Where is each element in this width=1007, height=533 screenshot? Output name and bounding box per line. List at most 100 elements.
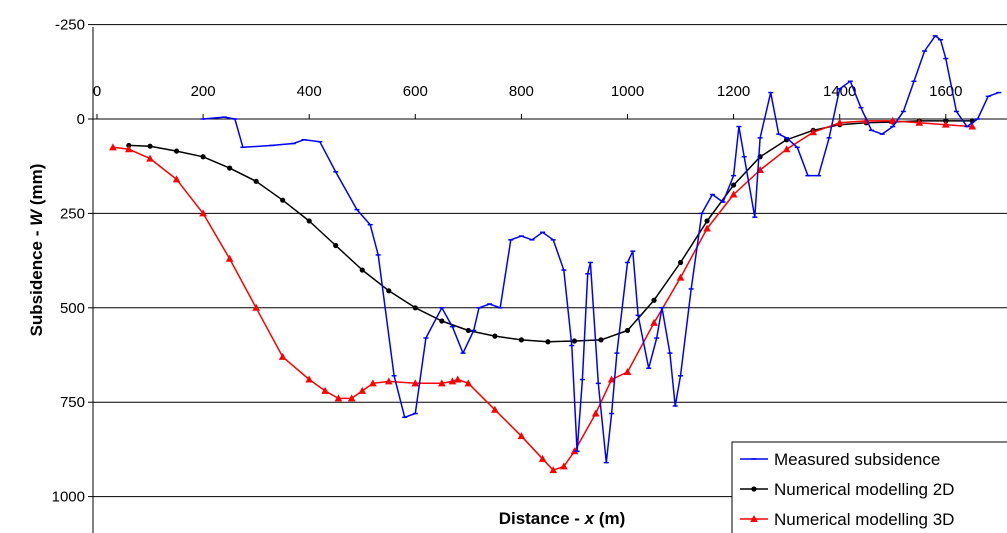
legend-entry-numerical-modelling-2d: Numerical modelling 2D <box>740 480 954 499</box>
grid-lines <box>93 24 1007 498</box>
data-point-numerical-modelling-3d <box>650 318 658 326</box>
y-tick-label: 0 <box>77 111 85 128</box>
data-point-numerical-modelling-3d <box>369 379 377 387</box>
data-point-numerical-modelling-3d <box>305 375 313 383</box>
data-point-numerical-modelling-3d <box>146 154 154 162</box>
legend-marker <box>750 515 758 522</box>
legend: Measured subsidence Numerical modelling 2… <box>731 441 1007 533</box>
data-point-numerical-modelling-2d <box>677 259 684 266</box>
data-point-numerical-modelling-3d <box>109 143 117 151</box>
data-point-numerical-modelling-2d <box>492 333 498 339</box>
data-point-numerical-modelling-3d <box>560 462 568 470</box>
data-point-numerical-modelling-3d <box>334 394 343 402</box>
data-point-numerical-modelling-3d <box>464 379 473 387</box>
y-tick-label: 500 <box>60 300 85 317</box>
x-axis-title: Distance - x (m) <box>499 509 626 528</box>
data-point-numerical-modelling-3d <box>438 379 446 387</box>
data-point-numerical-modelling-3d <box>549 466 558 474</box>
data-point-numerical-modelling-3d <box>517 432 526 440</box>
legend-entry-measured-subsidence: Measured subsidence <box>740 450 940 469</box>
data-point-numerical-modelling-2d <box>624 327 631 334</box>
data-point-numerical-modelling-3d <box>225 254 234 262</box>
data-point-numerical-modelling-3d <box>384 377 393 385</box>
data-point-numerical-modelling-3d <box>199 209 207 217</box>
data-point-numerical-modelling-3d <box>835 118 844 126</box>
data-point-numerical-modelling-2d <box>571 338 578 344</box>
legend-label: Numerical modelling 3D <box>774 510 954 529</box>
data-point-numerical-modelling-3d <box>591 409 600 417</box>
data-point-numerical-modelling-2d <box>518 337 525 343</box>
data-point-numerical-modelling-2d <box>227 165 233 171</box>
data-point-numerical-modelling-3d <box>538 454 547 462</box>
data-point-numerical-modelling-3d <box>782 145 791 153</box>
legend-label: Numerical modelling 2D <box>774 480 954 499</box>
x-tick-label: 0 <box>93 83 101 100</box>
data-point-numerical-modelling-3d <box>278 352 287 360</box>
series-measured-subsidence <box>200 35 1002 464</box>
data-point-numerical-modelling-3d <box>729 190 738 198</box>
data-point-numerical-modelling-3d <box>915 118 924 126</box>
y-axis-ticks: -250 0 250 500 750 1000 <box>52 17 93 506</box>
x-tick-label: 800 <box>509 83 534 100</box>
data-point-numerical-modelling-3d <box>358 386 367 394</box>
data-point-numerical-modelling-3d <box>888 116 897 124</box>
data-point-numerical-modelling-2d <box>598 337 604 343</box>
data-point-numerical-modelling-3d <box>703 224 711 232</box>
data-point-numerical-modelling-2d <box>731 182 737 188</box>
data-point-numerical-modelling-2d <box>545 339 551 345</box>
data-point-numerical-modelling-2d <box>147 143 153 149</box>
y-tick-label: 250 <box>60 205 85 222</box>
data-point-numerical-modelling-2d <box>359 267 365 273</box>
y-axis-title: Subsidence - W (mm) <box>27 164 46 337</box>
legend-box <box>731 441 1007 533</box>
data-point-numerical-modelling-3d <box>676 273 685 281</box>
data-point-numerical-modelling-3d <box>809 128 817 136</box>
data-point-numerical-modelling-2d <box>173 148 180 154</box>
data-point-numerical-modelling-2d <box>386 288 392 294</box>
x-axis-title-suffix: (m) <box>594 509 625 528</box>
data-point-numerical-modelling-3d <box>172 175 181 183</box>
data-point-numerical-modelling-2d <box>465 327 471 334</box>
data-point-numerical-modelling-2d <box>439 318 445 324</box>
data-point-numerical-modelling-2d <box>253 178 259 184</box>
x-tick-label: 400 <box>297 83 322 100</box>
x-tick-label: 600 <box>403 83 428 100</box>
y-tick-label: 1000 <box>52 489 85 506</box>
data-point-numerical-modelling-3d <box>607 375 616 383</box>
data-point-numerical-modelling-3d <box>448 377 457 385</box>
y-axis-title-suffix: (mm) <box>27 164 46 210</box>
data-point-numerical-modelling-2d <box>333 242 339 249</box>
data-point-numerical-modelling-3d <box>570 447 579 455</box>
data-point-numerical-modelling-3d <box>125 145 133 153</box>
data-point-numerical-modelling-3d <box>453 375 462 383</box>
y-axis-title-prefix: Subsidence - <box>27 226 46 337</box>
data-point-numerical-modelling-3d <box>321 386 329 394</box>
legend-marker <box>751 486 757 492</box>
legend-label: Measured subsidence <box>774 450 940 469</box>
x-axis-title-var: x <box>584 509 596 528</box>
series-line-numerical-modelling-3d <box>112 120 973 471</box>
x-axis-title-prefix: Distance - <box>499 509 585 528</box>
data-point-numerical-modelling-2d <box>200 154 206 160</box>
x-tick-label: 1600 <box>929 83 962 100</box>
x-tick-label: 200 <box>191 83 216 100</box>
y-tick-label: 750 <box>60 394 85 411</box>
data-point-numerical-modelling-2d <box>280 197 286 203</box>
y-axis-title-var: W <box>27 208 46 226</box>
y-tick-label: -250 <box>55 17 85 34</box>
series-layer <box>109 35 1002 474</box>
data-point-numerical-modelling-2d <box>704 218 710 224</box>
data-point-numerical-modelling-2d <box>412 305 418 311</box>
x-axis-ticks: 0 200 400 600 800 1000 1200 1400 1600 <box>93 83 962 119</box>
data-point-numerical-modelling-3d <box>968 122 977 130</box>
data-point-numerical-modelling-2d <box>306 218 312 224</box>
data-point-numerical-modelling-3d <box>347 394 356 402</box>
x-tick-label: 1200 <box>717 83 750 100</box>
x-tick-label: 1000 <box>611 83 644 100</box>
data-point-numerical-modelling-2d <box>651 297 657 303</box>
legend-entry-numerical-modelling-3d: Numerical modelling 3D <box>740 510 954 529</box>
data-point-numerical-modelling-3d <box>411 379 420 387</box>
data-point-numerical-modelling-3d <box>942 120 950 128</box>
data-point-numerical-modelling-3d <box>491 405 499 413</box>
data-point-numerical-modelling-3d <box>252 303 260 311</box>
